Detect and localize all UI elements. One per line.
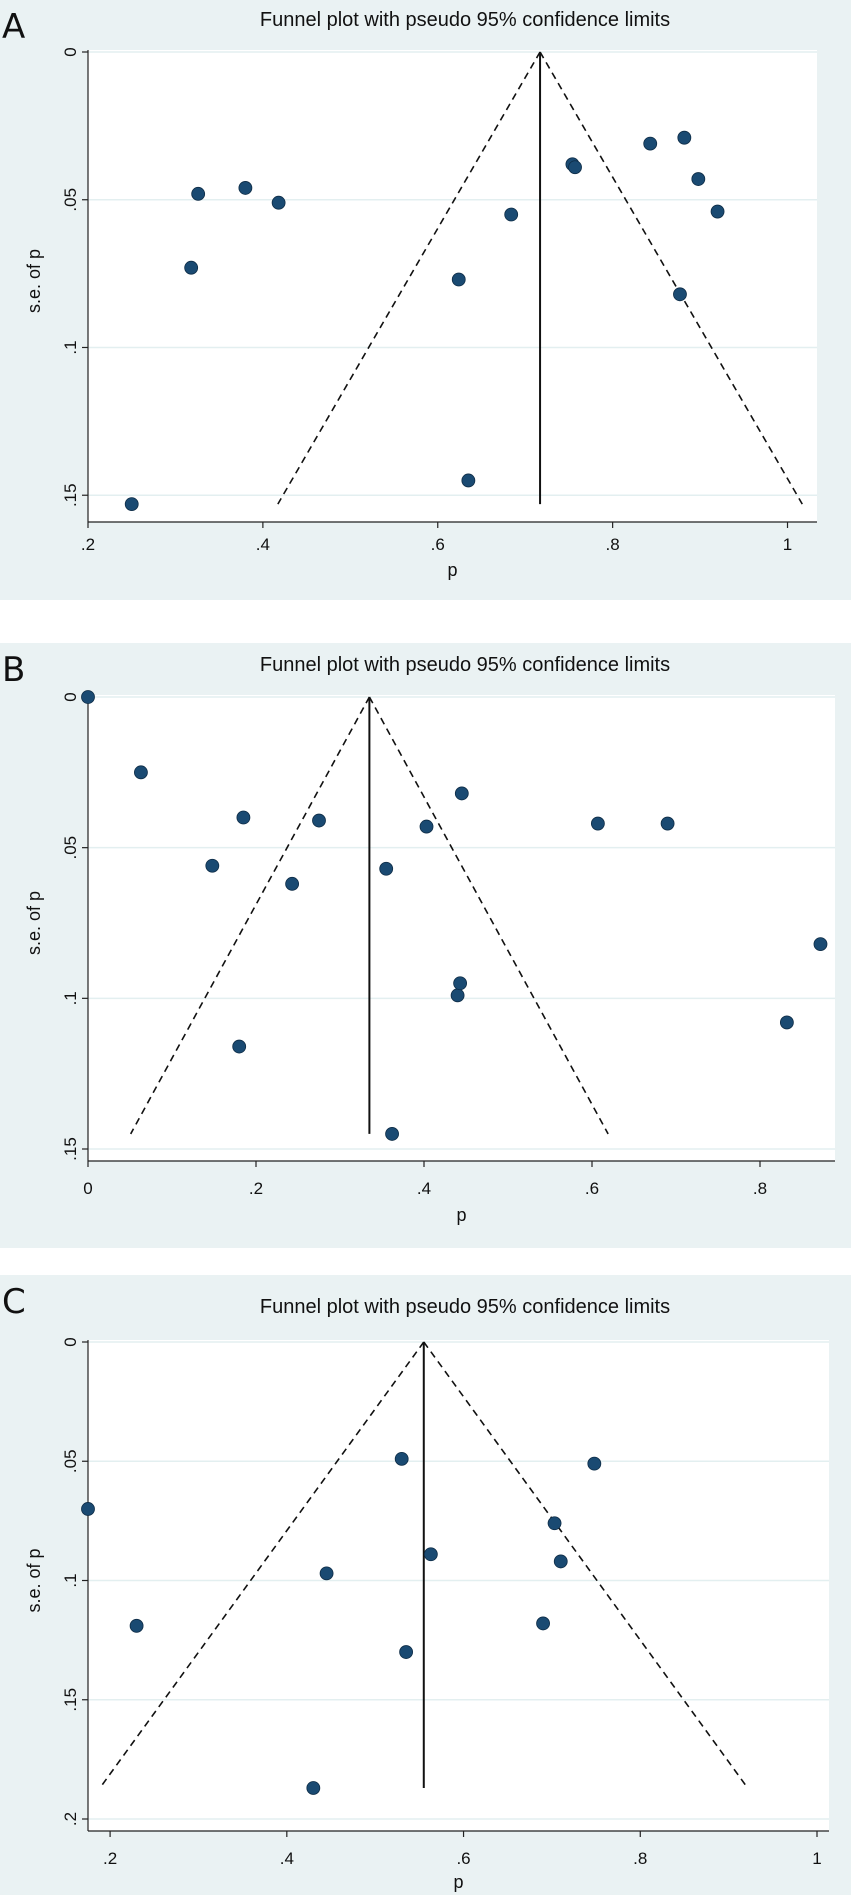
funnel-plot-panel-c: 0 .05 .1 .15 .2 .2 .4 .6 .8 1 C Funnel plot with ps…	[0, 1275, 851, 1895]
data-point	[450, 988, 465, 1003]
data-point	[779, 1015, 794, 1030]
x-tick-label: .8	[753, 1179, 767, 1198]
data-point	[547, 1516, 562, 1531]
data-point	[236, 810, 251, 825]
data-point	[553, 1554, 568, 1569]
funnel-plot-panel-a: 0 .05 .1 .15 .2 .4 .6 .8 1 A Funnel plot with pseu…	[0, 0, 851, 600]
data-point	[461, 473, 476, 488]
data-point	[454, 786, 469, 801]
data-point	[285, 876, 300, 891]
panel-letter: C	[2, 1282, 26, 1322]
funnel-plot-panel-b: 0.05.1.15 0.2.4.6.8 B Funnel plot with pseu…	[0, 643, 851, 1248]
x-tick-label: .8	[606, 535, 620, 554]
data-point	[419, 819, 434, 834]
data-point	[691, 172, 706, 186]
y-tick-label: .05	[61, 188, 80, 212]
data-point	[191, 186, 206, 201]
x-tick-label: .4	[256, 535, 270, 554]
x-tick-label: 0	[83, 1179, 92, 1198]
y-axis-label: s.e. of p	[24, 1548, 44, 1612]
data-point	[205, 858, 220, 873]
data-point	[677, 130, 692, 145]
y-tick-label: .05	[61, 1449, 80, 1473]
x-tick-label: .4	[280, 1849, 294, 1868]
y-tick-label: .2	[61, 1812, 80, 1826]
data-point	[306, 1781, 321, 1795]
upper-confidence-limit	[539, 51, 803, 505]
y-tick-label: .1	[61, 991, 80, 1005]
upper-confidence-limit	[423, 1341, 749, 1789]
y-tick-label: 0	[61, 1337, 80, 1346]
data-point	[590, 816, 605, 831]
y-tick-label: .05	[61, 836, 80, 860]
data-point	[453, 976, 468, 991]
chart-title: Funnel plot with pseudo 95% confidence l…	[260, 9, 670, 31]
funnel-plot-c: 0 .05 .1 .15 .2 .2 .4 .6 .8 1 C Funnel plot with ps…	[2, 1282, 829, 1892]
plot-area	[88, 1340, 829, 1831]
y-tick-label: .15	[61, 483, 80, 507]
data-point	[394, 1451, 409, 1466]
y-tick-label: .1	[61, 1573, 80, 1587]
x-axis-label: p	[447, 560, 457, 580]
x-tick-label: .6	[585, 1179, 599, 1198]
data-point	[399, 1645, 414, 1659]
chart-title: Funnel plot with pseudo 95% confidence l…	[260, 654, 670, 676]
y-axis-label: s.e. of p	[24, 249, 44, 313]
data-point	[813, 937, 828, 951]
data-point	[385, 1127, 399, 1141]
data-point	[423, 1547, 438, 1562]
plot-area	[88, 695, 835, 1161]
x-tick-label: 1	[812, 1849, 821, 1868]
data-point	[319, 1566, 334, 1581]
data-point	[124, 497, 139, 511]
y-axis-label: s.e. of p	[24, 891, 44, 955]
x-tick-label: .6	[431, 535, 445, 554]
x-tick-label: .2	[249, 1179, 263, 1198]
upper-confidence-limit	[368, 696, 609, 1135]
x-axis-label: p	[453, 1872, 463, 1892]
data-point	[568, 160, 582, 175]
data-point	[451, 272, 466, 287]
y-tick-label: .15	[61, 1137, 80, 1161]
lower-confidence-limit	[129, 696, 371, 1135]
x-tick-label: 1	[783, 535, 792, 554]
data-point	[271, 195, 286, 210]
data-point	[536, 1616, 550, 1631]
data-point	[81, 690, 95, 704]
data-point	[184, 260, 199, 275]
data-point	[643, 136, 658, 151]
funnel-plot-b: 0.05.1.150.2.4.6.8B Funnel plot with pseu…	[2, 650, 835, 1225]
data-point	[134, 765, 148, 780]
data-point	[129, 1618, 144, 1633]
data-point	[504, 207, 519, 222]
plot-area	[88, 50, 817, 522]
x-tick-label: .6	[456, 1849, 470, 1868]
data-point	[710, 204, 725, 219]
data-point	[379, 861, 394, 876]
chart-title: Funnel plot with pseudo 95% confidence l…	[260, 1296, 670, 1318]
lower-confidence-limit	[99, 1341, 425, 1789]
x-tick-label: .2	[103, 1849, 117, 1868]
panel-letter: B	[2, 650, 25, 690]
data-point	[232, 1039, 247, 1054]
data-point	[312, 813, 326, 828]
y-tick-label: .15	[61, 1688, 80, 1712]
data-point	[673, 287, 687, 302]
panel-letter: A	[2, 7, 25, 47]
x-tick-label: .2	[81, 535, 95, 554]
y-tick-label: .1	[61, 340, 80, 354]
x-axis-label: p	[456, 1205, 466, 1225]
data-point	[660, 816, 675, 831]
data-point	[81, 1502, 95, 1516]
x-tick-label: .8	[633, 1849, 647, 1868]
lower-confidence-limit	[277, 51, 541, 505]
x-tick-label: .4	[417, 1179, 431, 1198]
y-tick-label: 0	[61, 47, 80, 56]
data-point	[238, 181, 253, 195]
y-tick-label: 0	[61, 692, 80, 701]
data-point	[587, 1456, 602, 1471]
funnel-plot-a: 0 .05 .1 .15 .2 .4 .6 .8 1 A Funnel plot with pseu…	[2, 7, 817, 580]
